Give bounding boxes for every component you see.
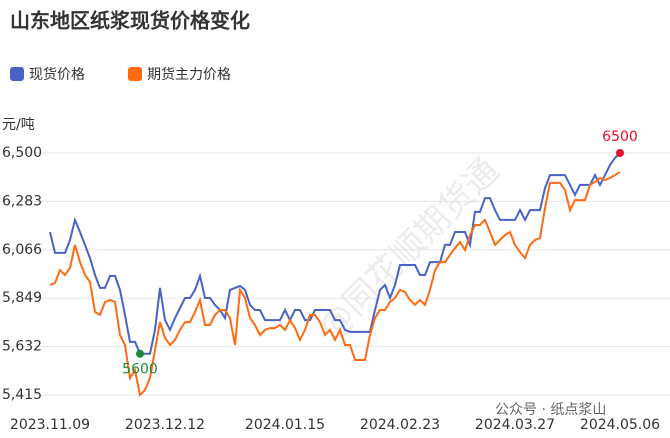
data-label: 6500: [602, 129, 638, 145]
series-line: [49, 171, 621, 398]
x-tick-label: 2023.12.12: [125, 417, 205, 433]
chart-title: 山东地区纸浆现货价格变化: [10, 9, 250, 33]
y-unit: 元/吨: [2, 117, 35, 133]
y-tick-label: 5,632: [2, 339, 42, 355]
y-tick-label: 6,283: [2, 193, 42, 209]
y-tick-label: 5,849: [2, 290, 42, 306]
footer: 公众号 · 纸点浆山: [495, 402, 606, 418]
x-tick-label: 2024.03.27: [475, 417, 555, 433]
y-tick-label: 6,500: [2, 145, 42, 161]
x-tick-label: 2024.01.15: [245, 417, 325, 433]
legend-swatch: [128, 67, 142, 81]
series-line: [49, 152, 621, 355]
y-tick-label: 5,415: [2, 387, 42, 403]
marker-dot: [136, 349, 144, 358]
x-tick-label: 2024.05.06: [580, 417, 660, 433]
legend-label: 现货价格: [29, 66, 85, 83]
x-tick-label: 2023.11.09: [10, 417, 90, 433]
legend-label: 期货主力价格: [147, 66, 231, 83]
y-tick-label: 6,066: [2, 242, 42, 258]
legend-swatch: [10, 67, 24, 81]
data-label: 5600: [122, 362, 158, 378]
watermark: @同花顺期货通: [311, 151, 508, 348]
marker-dot: [616, 149, 624, 157]
x-tick-label: 2024.02.23: [360, 417, 440, 433]
